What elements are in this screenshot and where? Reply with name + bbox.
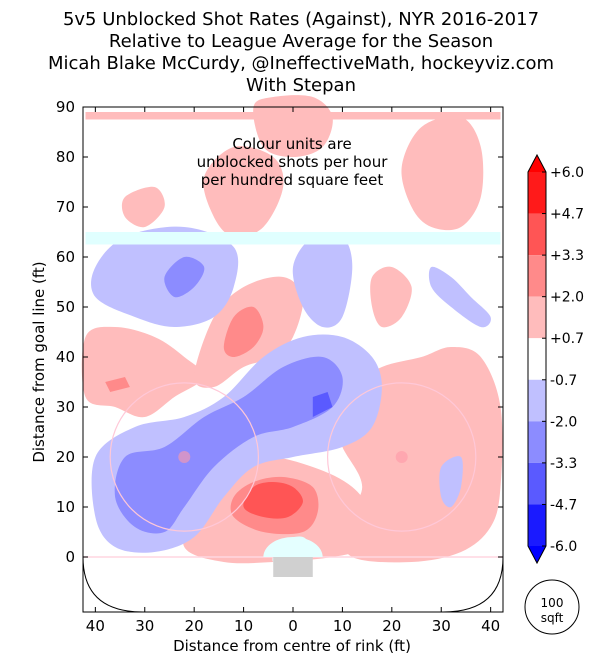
boards-corner-right	[442, 556, 504, 613]
colorbar-label-3: +2.0	[550, 290, 584, 306]
x-tick-label-1: 30	[135, 617, 154, 635]
colorbar-label-6: -2.0	[550, 414, 577, 430]
plot-area	[81, 95, 503, 568]
chart-title-line-4: With Stepan	[245, 75, 356, 96]
colorbar-label-2: +3.3	[550, 248, 584, 264]
goal-net	[273, 557, 313, 577]
y-tick-label-1: 10	[56, 498, 75, 516]
colorbar-label-5: -0.7	[550, 373, 577, 389]
colorbar-label-1: +4.7	[550, 207, 584, 223]
x-tick-label-5: 10	[333, 617, 352, 635]
x-tick-label-3: 10	[234, 617, 253, 635]
colorbar-band-8	[528, 504, 546, 546]
colorbar: +6.0 +4.7 +3.3 +2.0 +0.7 -0.7 -2.0 -3.3 -4.7 -6.0	[527, 153, 584, 565]
faceoff-circle-0	[109, 382, 260, 532]
scale-circle-unit: sqft	[541, 611, 564, 625]
colorbar-label-4: +0.7	[550, 331, 584, 347]
scale-circle-value: 100	[541, 596, 564, 610]
contour-region-11	[401, 115, 484, 231]
contour-region-18	[164, 256, 205, 298]
y-tick-label-5: 50	[56, 298, 75, 316]
contour-region-10	[253, 95, 333, 157]
colorbar-band-7	[528, 462, 546, 505]
boards-corner-left	[82, 556, 144, 613]
y-tick-label-3: 30	[56, 398, 75, 416]
y-tick-label-9: 90	[56, 98, 75, 116]
contour-region-20	[428, 266, 491, 328]
colorbar-label-9: -6.0	[550, 539, 577, 555]
contour-region-15	[114, 356, 343, 534]
contour-region-5	[105, 377, 130, 392]
colorbar-band-0	[528, 172, 546, 214]
contour-region-22	[85, 232, 501, 245]
y-tick-label-4: 40	[56, 348, 75, 366]
colorbar-band-1	[528, 213, 546, 256]
x-axis-label: Distance from centre of rink (ft)	[173, 637, 411, 655]
x-tick-label-2: 20	[185, 617, 204, 635]
x-tick-label-0: 40	[86, 617, 105, 635]
colorbar-band-2	[528, 255, 546, 297]
colorbar-band-6	[528, 421, 546, 463]
faceoff-dot-0	[178, 451, 191, 463]
contour-region-9	[121, 186, 165, 228]
contour-region-7	[223, 306, 264, 357]
x-tick-label-8: 40	[481, 617, 500, 635]
y-tick-label-8: 80	[56, 148, 75, 166]
goal-crease	[263, 537, 323, 557]
x-tick-label-6: 20	[382, 617, 401, 635]
contour-region-4	[81, 326, 205, 418]
y-tick-label-2: 20	[56, 448, 75, 466]
contour-region-12	[370, 266, 412, 328]
colorbar-band-3	[528, 296, 546, 339]
x-tick-label-7: 30	[432, 617, 451, 635]
colorbar-label-7: -3.3	[550, 456, 577, 472]
scale-circle: 100 sqft	[524, 579, 580, 635]
y-axis-label: Distance from goal line (ft)	[30, 261, 48, 462]
colorbar-min-arrow	[528, 546, 546, 563]
chart-title-line-3: Micah Blake McCurdy, @IneffectiveMath, h…	[47, 53, 555, 74]
contour-region-2	[243, 482, 303, 519]
faceoff-dot-1	[395, 451, 408, 463]
axes: 40 30 20 10 0 10 20 30 40 0 10 20 30 40 50 60 70 80 90	[56, 98, 504, 635]
contour-region-16	[312, 392, 333, 417]
chart-title-line-1: 5v5 Unblocked Shot Rates (Against), NYR …	[62, 9, 540, 30]
y-tick-label-7: 70	[56, 198, 75, 216]
annotation-line-3: per hundred square feet	[201, 171, 384, 189]
y-tick-label-0: 0	[65, 548, 75, 566]
x-tick-label-4: 0	[288, 617, 298, 635]
colorbar-band-4	[528, 338, 546, 380]
contour-region-21	[439, 456, 463, 508]
y-tick-label-6: 60	[56, 248, 75, 266]
contour-region-13	[85, 112, 501, 120]
colorbar-max-arrow	[528, 155, 546, 172]
colorbar-label-0: +6.0	[550, 165, 584, 181]
chart-title-line-2: Relative to League Average for the Seaso…	[108, 31, 494, 52]
contour-region-8	[203, 146, 284, 238]
colorbar-label-8: -4.7	[550, 497, 577, 513]
annotation-line-2: unblocked shots per hour	[197, 153, 389, 171]
annotation-line-1: Colour units are	[232, 135, 351, 153]
faceoff-circle-1	[326, 382, 477, 532]
colorbar-band-5	[528, 379, 546, 422]
contour-region-19	[292, 233, 353, 328]
